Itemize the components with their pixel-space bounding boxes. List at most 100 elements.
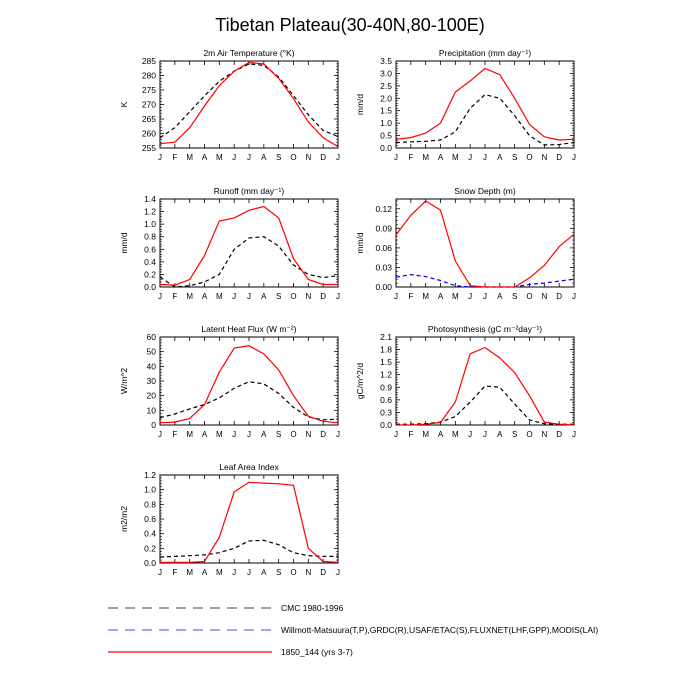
x-tick-label: M xyxy=(186,292,193,301)
x-tick-label: A xyxy=(202,568,208,577)
panel-title: Photosynthesis (gC m⁻²day⁻¹) xyxy=(428,324,542,334)
x-tick-label: A xyxy=(438,153,444,162)
solid-series-line-2 xyxy=(159,61,339,148)
legend-label-3: 1850_144 (yrs 3-7) xyxy=(281,647,353,657)
x-tick-label: J xyxy=(247,430,251,439)
x-tick-label: J xyxy=(232,292,236,301)
panel-title: 2m Air Temperature (°K) xyxy=(203,48,294,58)
y-tick-label: 285 xyxy=(142,56,156,66)
x-tick-label: D xyxy=(556,292,562,301)
solid-series-line-2 xyxy=(395,67,575,141)
x-tick-label: J xyxy=(158,292,162,301)
y-axis-label: W/m^2 xyxy=(119,368,129,394)
x-tick-label: J xyxy=(468,153,472,162)
panel-7: Leaf Area Index m2/m2 0.0 0.2 0.4 0.6 0.8 1.0 1.… xyxy=(119,462,340,577)
x-tick-label: M xyxy=(422,153,429,162)
x-tick-label: M xyxy=(216,430,223,439)
x-tick-label: J xyxy=(336,292,340,301)
x-tick-label: M xyxy=(452,292,459,301)
x-tick-label: J xyxy=(336,568,340,577)
dashed-series-line-1 xyxy=(396,385,574,425)
x-tick-label: A xyxy=(261,430,267,439)
x-tick-label: J xyxy=(572,153,576,162)
x-tick-label: A xyxy=(261,568,267,577)
x-tick-label: D xyxy=(556,153,562,162)
panel-title: Runoff (mm day⁻¹) xyxy=(214,186,285,196)
y-tick-label: 1.2 xyxy=(380,370,392,380)
y-tick-label: 1.4 xyxy=(144,194,156,204)
y-tick-label: 0.3 xyxy=(380,407,392,417)
y-tick-label: 10 xyxy=(147,405,157,415)
panel-title: Precipitation (mm day⁻¹) xyxy=(439,48,532,58)
y-tick-label: 1.2 xyxy=(144,207,156,217)
y-axis-label: K xyxy=(119,101,129,107)
x-tick-label: J xyxy=(232,153,236,162)
x-tick-label: J xyxy=(336,430,340,439)
x-tick-label: D xyxy=(556,430,562,439)
dashed-series-line-1 xyxy=(159,236,339,288)
panel-5: Latent Heat Flux (W m⁻²) W/m^2 0 10 20 30 40 50… xyxy=(119,324,340,439)
y-tick-label: 1.0 xyxy=(144,219,156,229)
legend-label-1: CMC 1980-1996 xyxy=(281,603,344,613)
y-axis-label: mm/d xyxy=(119,232,129,254)
y-tick-label: 0.6 xyxy=(144,244,156,254)
x-tick-label: M xyxy=(186,153,193,162)
y-tick-label: 1.5 xyxy=(380,106,392,116)
plot-frame xyxy=(395,60,575,149)
panel-title: Latent Heat Flux (W m⁻²) xyxy=(201,324,296,334)
x-tick-label: D xyxy=(320,568,326,577)
x-tick-label: N xyxy=(541,430,547,439)
x-tick-label: J xyxy=(247,153,251,162)
x-tick-label: M xyxy=(216,292,223,301)
x-tick-label: A xyxy=(497,292,503,301)
x-tick-label: A xyxy=(202,153,208,162)
x-tick-label: M xyxy=(186,430,193,439)
y-tick-label: 3.0 xyxy=(380,68,392,78)
y-tick-label: 265 xyxy=(142,114,156,124)
x-tick-label: N xyxy=(541,292,547,301)
y-axis-label: m2/m2 xyxy=(119,506,129,532)
panel-1: 2m Air Temperature (°K) K 255 260 265 270 275 2… xyxy=(119,48,340,162)
x-tick-label: S xyxy=(276,568,281,577)
x-tick-label: D xyxy=(320,430,326,439)
dashed-series-line-1 xyxy=(395,93,575,146)
x-tick-label: F xyxy=(172,292,177,301)
y-tick-label: 0.03 xyxy=(375,262,392,272)
solid-series-line-2 xyxy=(160,481,339,563)
panel-6: Photosynthesis (gC m⁻²day⁻¹) gC/m^2/d 0.0 0… xyxy=(355,324,576,439)
y-tick-label: 1.8 xyxy=(380,345,392,355)
plot-frame xyxy=(395,198,575,288)
x-tick-label: M xyxy=(216,153,223,162)
x-tick-label: J xyxy=(483,153,487,162)
plot-frame xyxy=(159,60,339,149)
x-tick-label: A xyxy=(497,153,503,162)
dashed-series-line-1 xyxy=(159,539,338,558)
y-tick-label: 0.0 xyxy=(380,420,392,430)
x-tick-label: F xyxy=(172,430,177,439)
x-tick-label: J xyxy=(394,430,398,439)
x-tick-label: N xyxy=(541,153,547,162)
x-tick-label: N xyxy=(305,153,311,162)
panel-4: Snow Depth (m) mm/d 0.00 0.03 0.06 0.09 0.12 J F… xyxy=(355,186,576,301)
x-tick-label: F xyxy=(172,568,177,577)
dashed-series-line-1 xyxy=(159,63,339,139)
legend: CMC 1980-1996 Willmott-Matsuura(T,P),GRDC… xyxy=(108,603,598,657)
x-tick-label: J xyxy=(158,430,162,439)
y-tick-label: 30 xyxy=(147,376,157,386)
y-tick-label: 2.5 xyxy=(380,81,392,91)
y-tick-label: 60 xyxy=(147,332,157,342)
x-tick-label: J xyxy=(468,292,472,301)
dashed-series-line-1 xyxy=(159,381,339,421)
x-tick-label: S xyxy=(512,292,517,301)
x-tick-label: J xyxy=(394,292,398,301)
x-tick-label: J xyxy=(394,153,398,162)
plot-frame xyxy=(159,336,339,426)
plot-frame xyxy=(159,198,339,288)
solid-series-line-2 xyxy=(159,205,338,286)
y-tick-label: 0.5 xyxy=(380,131,392,141)
y-axis-label: gC/m^2/d xyxy=(355,363,365,399)
y-tick-label: 0.4 xyxy=(144,529,156,539)
x-tick-label: M xyxy=(422,430,429,439)
y-tick-label: 0.0 xyxy=(144,558,156,568)
x-tick-label: F xyxy=(408,292,413,301)
